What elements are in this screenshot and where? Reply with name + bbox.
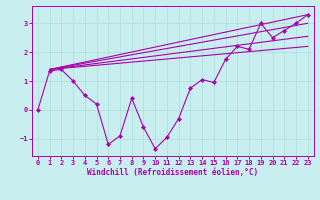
X-axis label: Windchill (Refroidissement éolien,°C): Windchill (Refroidissement éolien,°C) <box>87 168 258 177</box>
